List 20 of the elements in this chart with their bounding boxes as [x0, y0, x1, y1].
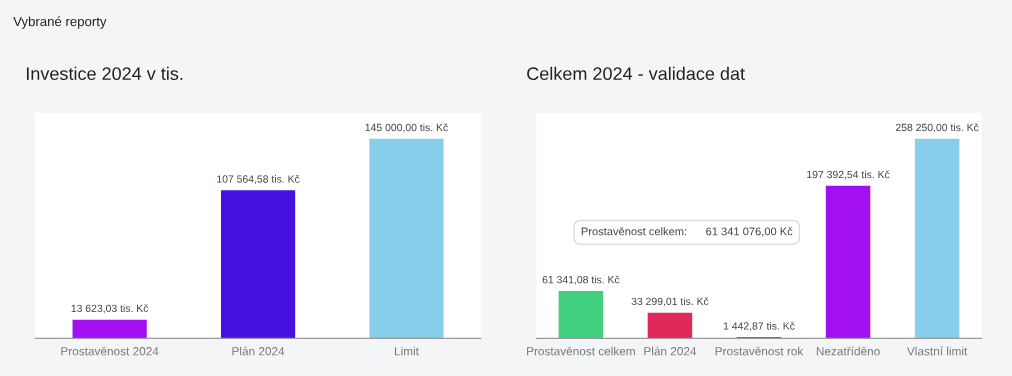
data-label: 13 623,03 tis. Kč	[71, 304, 149, 314]
x-tick-label: Prostavěnost rok	[715, 346, 804, 356]
data-label: 197 392,54 tis. Kč	[807, 170, 890, 180]
annotation: Prostavěnost celkem: 61 341 076,00 Kč	[581, 227, 793, 237]
x-tick-label: Plán 2024	[232, 346, 285, 356]
x-tick-label: Prostavěnost celkem	[527, 346, 635, 356]
data-label: 107 564,58 tis. Kč	[217, 175, 300, 184]
chart-title: Investice 2024 v tis.	[26, 66, 183, 81]
x-tick-label: Plán 2024	[644, 346, 697, 356]
x-tick-label: Vlastní limit	[906, 346, 968, 356]
data-label: 33 299,01 tis. Kč	[631, 297, 709, 307]
text: Vybrané reporty	[13, 16, 107, 29]
x-tick-label: Limit	[394, 346, 419, 356]
data-label: 145 000,00 tis. Kč	[365, 123, 448, 133]
data-label: 258 250,00 tis. Kč	[895, 123, 979, 133]
x-tick-label: Prostavěnost 2024	[61, 346, 159, 356]
data-label: 61 341,08 tis. Kč	[542, 275, 620, 285]
chart-title: Celkem 2024 - validace dat	[527, 66, 745, 81]
x-tick-label: Nezatříděno	[816, 346, 880, 356]
data-label: 1 442,87 tis. Kč	[723, 321, 795, 331]
